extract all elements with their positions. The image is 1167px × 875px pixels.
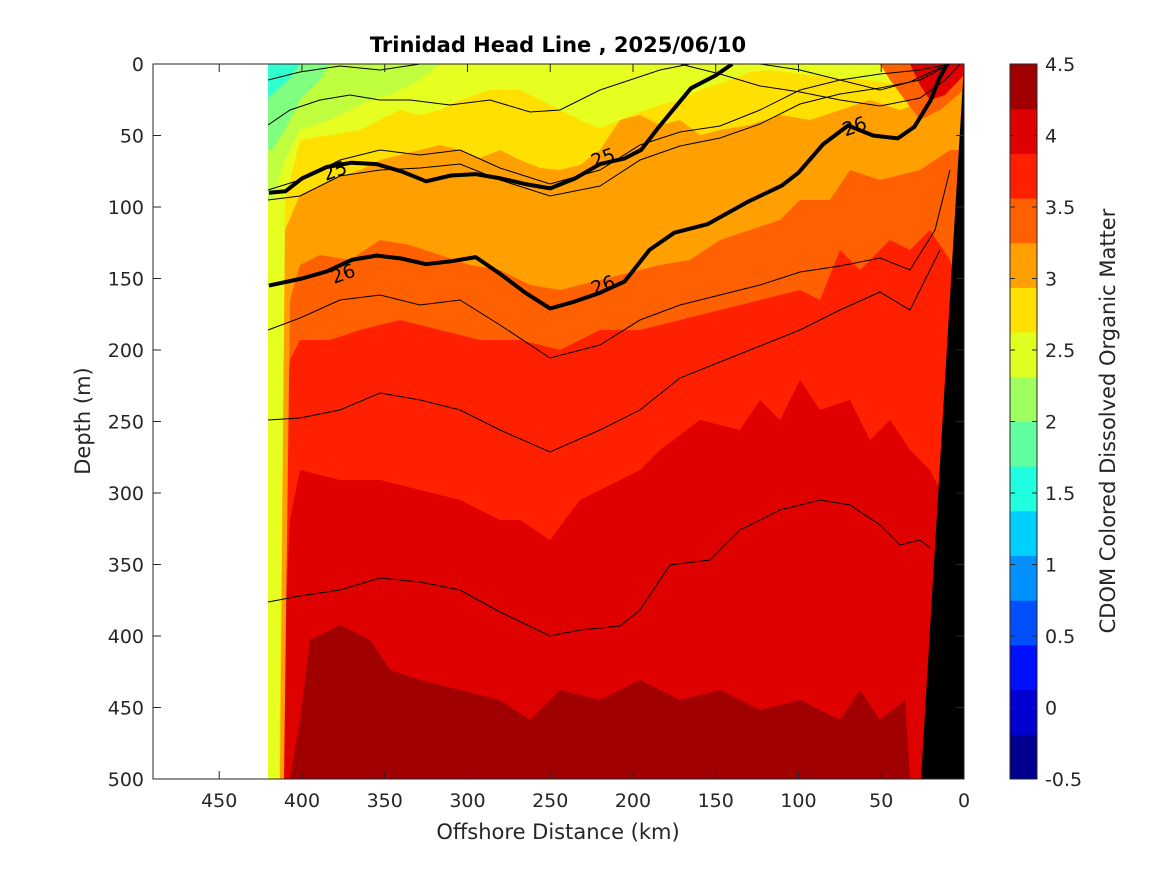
contour-series-group [268, 64, 950, 311]
colorbar-segment [1010, 600, 1037, 646]
colorbar-tick-label: 2.5 [1045, 340, 1075, 362]
y-axis-label: Depth (m) [71, 367, 95, 474]
y-tick-label: 450 [108, 698, 144, 720]
contour-line-26 [268, 64, 950, 311]
colorbar-tick-label: 3.5 [1045, 197, 1075, 219]
colorbar-tick-label: 3 [1045, 269, 1057, 291]
x-tick-label: 400 [284, 790, 320, 812]
colorbar-tick-label: -0.5 [1045, 769, 1082, 791]
x-tick-label: 0 [958, 790, 970, 812]
colorbar-segment [1010, 466, 1037, 512]
x-tick-label: 300 [449, 790, 485, 812]
colorbar-tick-label: 4.5 [1045, 54, 1075, 76]
colorbar-segment [1010, 332, 1037, 378]
contour-thin [267, 169, 951, 359]
y-tick-label: 150 [108, 269, 144, 291]
colorbar-segment [1010, 689, 1037, 735]
cdom-band-2 [268, 64, 330, 150]
colorbar-segment [1010, 64, 1037, 110]
y-tick-label: 0 [132, 54, 144, 76]
x-tick-label: 100 [780, 790, 816, 812]
colorbar-segment [1010, 198, 1037, 244]
colorbar-segment [1010, 510, 1037, 557]
contour-thin [267, 64, 951, 201]
y-tick-label: 200 [108, 340, 144, 362]
y-tick-label: 500 [108, 769, 144, 791]
seafloor-mask [921, 64, 964, 779]
y-tick-label: 400 [108, 626, 144, 648]
colorbar-segment [1010, 376, 1037, 422]
cdom-band-1-8 [268, 64, 300, 98]
colorbar-segment [1010, 153, 1037, 199]
x-axis: 450 400 350 300 250 200 150 100 50 0 [201, 64, 970, 812]
contour-thin [267, 499, 931, 637]
colorbar-axis: -0.5 0 0.5 1 1.5 2 2.5 3 3.5 4 4.5 [1010, 54, 1082, 791]
y-tick-label: 350 [108, 555, 144, 577]
colorbar-label: CDOM Colored Dissolved Organic Matter [1096, 208, 1120, 633]
y-axis: 0 50 100 150 200 250 300 350 400 450 500 [108, 54, 964, 791]
cdom-band-3 [268, 64, 964, 779]
colorbar-tick-label: 0.5 [1045, 626, 1075, 648]
contour-thin [267, 249, 941, 453]
contour-line-25 [268, 64, 734, 195]
x-tick-label: 200 [615, 790, 651, 812]
colorbar-segment [1010, 644, 1037, 691]
cdom-band-2-2 [268, 64, 440, 200]
y-tick-label: 50 [120, 126, 144, 148]
y-tick-label: 250 [108, 412, 144, 434]
colorbar-segment [1010, 734, 1037, 780]
y-tick-label: 300 [108, 483, 144, 505]
x-tick-label: 250 [532, 790, 568, 812]
colorbar-tick-label: 1.5 [1045, 483, 1075, 505]
colorbar-tick-label: 0 [1045, 698, 1057, 720]
x-tick-label: 50 [869, 790, 893, 812]
contour-thin [267, 64, 691, 126]
x-tick-label: 450 [201, 790, 237, 812]
colorbar-tick-label: 4 [1045, 126, 1057, 148]
colorbar-segment [1010, 421, 1037, 467]
colorbar-segment [1010, 108, 1037, 154]
y-tick-label: 100 [108, 197, 144, 219]
colorbar-segment [1010, 242, 1037, 288]
contour-thin [267, 64, 421, 81]
chart-title: Trinidad Head Line , 2025/06/10 [370, 33, 746, 57]
colorbar-tick-label: 2 [1045, 412, 1057, 434]
colorbar-segment [1010, 287, 1037, 333]
contour-thin [759, 64, 951, 91]
cdom-band-2-6 [268, 64, 964, 779]
x-tick-label: 350 [367, 790, 403, 812]
colorbar-tick-label: 1 [1045, 555, 1057, 577]
x-axis-label: Offshore Distance (km) [436, 820, 679, 844]
colorbar-segment [1010, 555, 1037, 601]
x-tick-label: 150 [698, 790, 734, 812]
density-contours [267, 64, 961, 637]
colorbar [1009, 63, 1038, 780]
